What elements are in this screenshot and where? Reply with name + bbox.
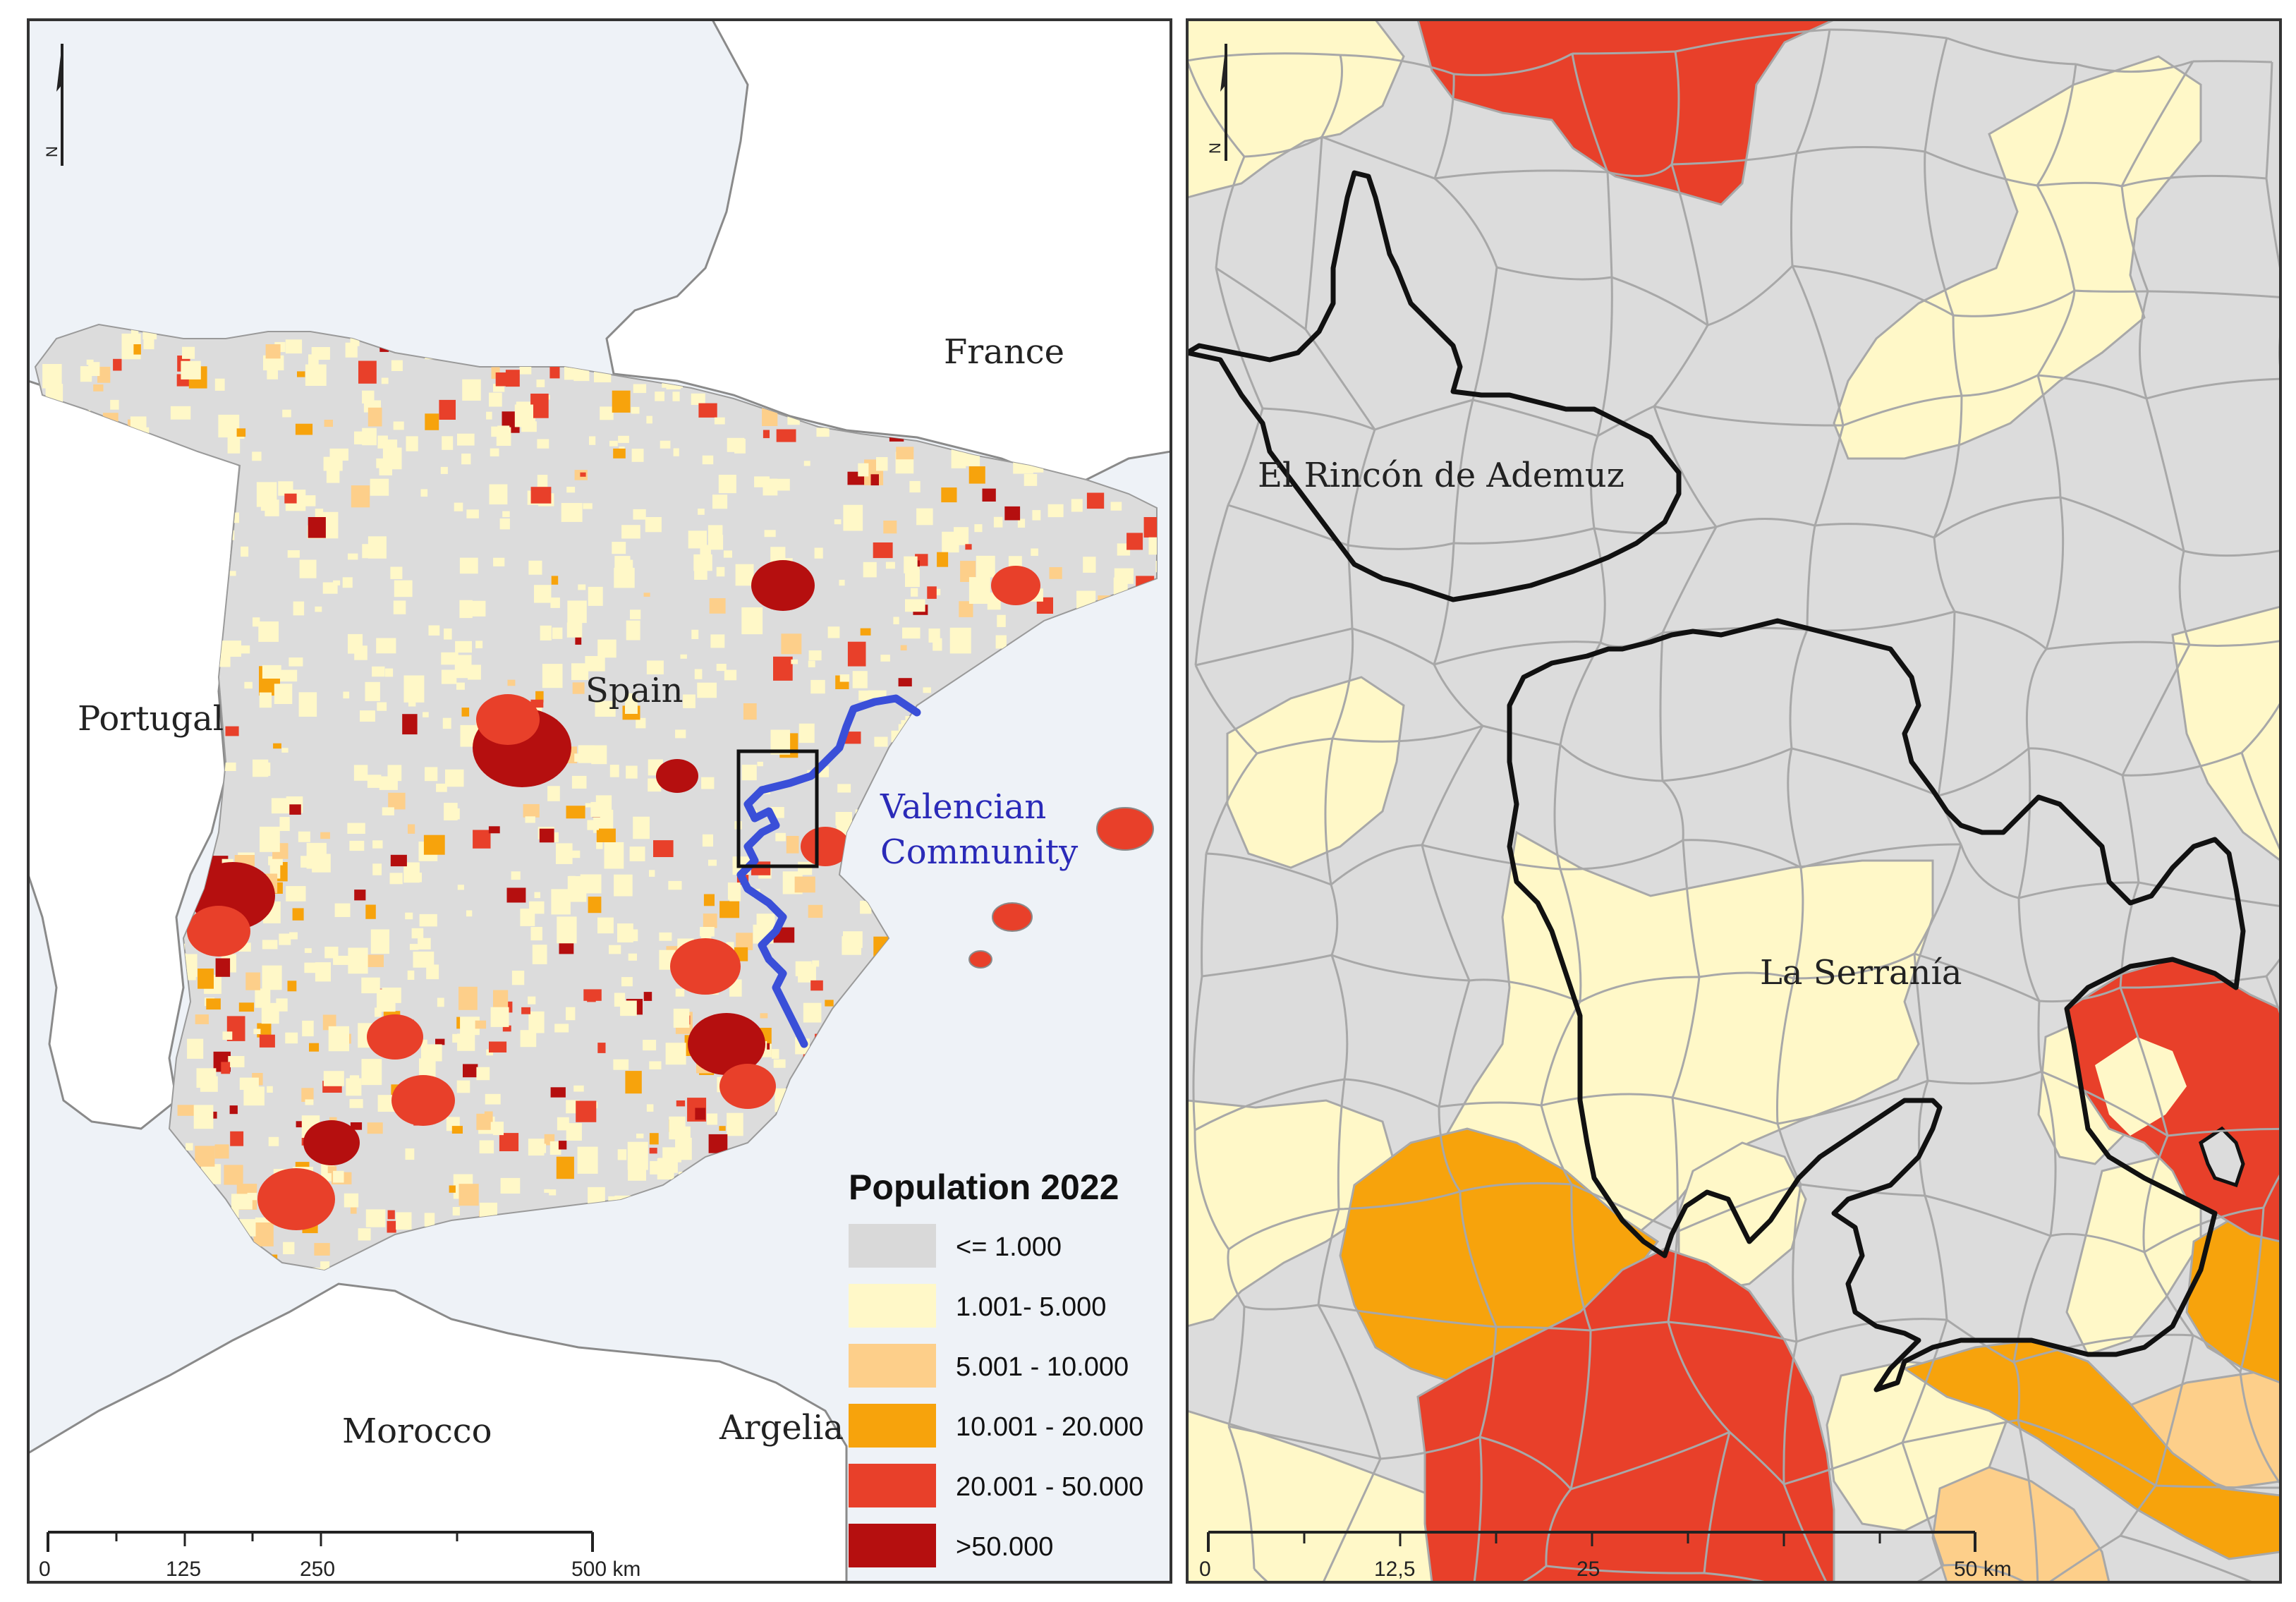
legend-label-3: 10.001 - 20.000 xyxy=(956,1412,1143,1442)
svg-text:N: N xyxy=(43,146,61,157)
legend-swatch-2 xyxy=(849,1344,936,1388)
legend-title: Population 2022 xyxy=(849,1167,1119,1207)
legend-swatch-1 xyxy=(849,1284,936,1328)
scale-label-r-0: 0 xyxy=(1199,1558,1211,1581)
legend-label-4: 20.001 - 50.000 xyxy=(956,1472,1143,1502)
scale-bar-left: 0 125 250 500 km xyxy=(39,1531,640,1581)
legend-label-1: 1.001- 5.000 xyxy=(956,1292,1106,1322)
label-valencian: Valencian xyxy=(880,787,1046,827)
north-arrow-left: N xyxy=(43,44,63,166)
scale-label-0: 0 xyxy=(39,1558,51,1581)
la-serrania-boundary xyxy=(1507,618,2246,1392)
legend-swatch-5 xyxy=(849,1524,936,1567)
label-portugal: Portugal xyxy=(78,699,224,739)
scale-label-500: 500 km xyxy=(571,1558,640,1581)
legend-swatch-4 xyxy=(849,1464,936,1507)
label-spain: Spain xyxy=(585,671,684,710)
scale-bar-right: 0 12,5 25 50 km xyxy=(1199,1531,2012,1581)
inner-light-patch xyxy=(2095,1037,2187,1136)
scale-label-125: 125 xyxy=(166,1558,201,1581)
north-africa-land xyxy=(28,1282,848,1582)
legend-label-5: >50.000 xyxy=(956,1532,1053,1562)
scale-label-r-25: 25 xyxy=(1577,1558,1600,1581)
label-rincon-de-ademuz: El Rincón de Ademuz xyxy=(1258,456,1624,495)
zoom-extent-box xyxy=(736,749,819,868)
balearic-islands xyxy=(968,807,1154,969)
label-morocco: Morocco xyxy=(342,1412,492,1451)
right-map-panel: El Rincón de Ademuz La Serranía N 0 12,5… xyxy=(1187,20,2280,1582)
left-map-frame xyxy=(27,18,1172,1584)
scale-label-r-50: 50 km xyxy=(1954,1558,2012,1581)
legend: Population 2022 <= 1.000 1.001- 5.000 5.00… xyxy=(849,1167,1143,1567)
scale-label-r-12-5: 12,5 xyxy=(1374,1558,1415,1581)
right-map-frame xyxy=(1186,18,2282,1584)
legend-swatch-3 xyxy=(849,1404,936,1448)
label-france: France xyxy=(944,332,1064,372)
scale-label-250: 250 xyxy=(300,1558,335,1581)
france-land xyxy=(605,20,1171,488)
legend-label-0: <= 1.000 xyxy=(956,1232,1062,1262)
legend-swatch-0 xyxy=(849,1224,936,1268)
valencian-community-boundary xyxy=(736,694,921,1048)
svg-text:N: N xyxy=(1206,142,1224,154)
north-arrow-right: N xyxy=(1206,44,1227,161)
label-argelia: Argelia xyxy=(719,1408,844,1448)
legend-label-2: 5.001 - 10.000 xyxy=(956,1352,1129,1382)
label-la-serrania: La Serranía xyxy=(1760,953,1962,993)
municipality-boundaries xyxy=(1187,28,2280,1582)
rincon-de-ademuz-boundary xyxy=(1187,170,1682,602)
left-map-panel: France Spain Portugal Morocco Argelia Va… xyxy=(28,20,1171,1582)
label-community: Community xyxy=(880,832,1078,872)
